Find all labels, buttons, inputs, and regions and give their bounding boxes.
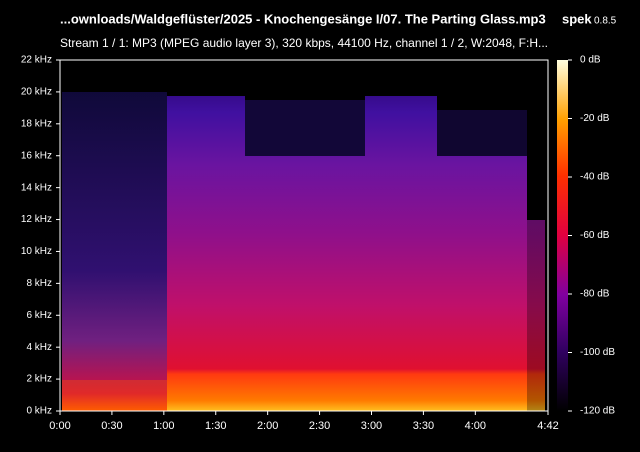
colorbar bbox=[557, 60, 568, 411]
y-tick-label: 14 kHz bbox=[21, 182, 52, 193]
y-tick-label: 20 kHz bbox=[21, 87, 52, 98]
y-tick-label: 4 kHz bbox=[26, 342, 52, 353]
colorbar-tick-label: -80 dB bbox=[580, 289, 610, 300]
colorbar-tick-label: -120 dB bbox=[580, 406, 615, 417]
y-tick-label: 16 kHz bbox=[21, 150, 52, 161]
colorbar-tick-label: -20 dB bbox=[580, 113, 610, 124]
colorbar-tick-label: 0 dB bbox=[580, 55, 601, 66]
app-name: spek bbox=[562, 11, 592, 26]
x-tick-label: 3:00 bbox=[361, 420, 382, 432]
colorbar-tick-label: -40 dB bbox=[580, 172, 610, 183]
x-tick-label: 0:00 bbox=[49, 420, 70, 432]
colorbar-tick-label: -60 dB bbox=[580, 230, 610, 241]
y-tick-label: 0 kHz bbox=[26, 406, 52, 417]
y-tick-label: 18 kHz bbox=[21, 118, 52, 129]
x-tick-label: 4:42 bbox=[537, 420, 558, 432]
colorbar-tick-label: -100 dB bbox=[580, 347, 615, 358]
y-tick-label: 2 kHz bbox=[26, 374, 52, 385]
x-tick-label: 1:30 bbox=[205, 420, 226, 432]
x-tick-label: 3:30 bbox=[413, 420, 434, 432]
subtitle: Stream 1 / 1: MP3 (MPEG audio layer 3), … bbox=[60, 36, 548, 50]
app-version: 0.8.5 bbox=[594, 16, 617, 27]
y-tick-label: 12 kHz bbox=[21, 214, 52, 225]
spectrogram-image bbox=[60, 60, 548, 411]
x-tick-label: 0:30 bbox=[101, 420, 122, 432]
y-tick-label: 10 kHz bbox=[21, 246, 52, 257]
x-tick-label: 2:30 bbox=[309, 420, 330, 432]
title: ...ownloads/Waldgeflüster/2025 - Knochen… bbox=[60, 11, 546, 26]
y-tick-label: 8 kHz bbox=[26, 278, 52, 289]
x-tick-label: 4:00 bbox=[465, 420, 486, 432]
plot-frame bbox=[59, 59, 549, 412]
y-tick-label: 6 kHz bbox=[26, 310, 52, 321]
x-tick-label: 2:00 bbox=[257, 420, 278, 432]
y-tick-label: 22 kHz bbox=[21, 55, 52, 66]
x-tick-label: 1:00 bbox=[153, 420, 174, 432]
